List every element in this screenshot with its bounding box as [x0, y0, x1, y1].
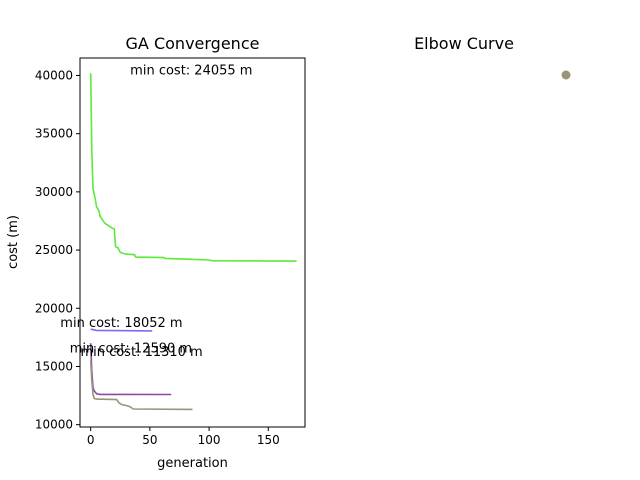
ga-x-axis-label: generation [157, 456, 228, 471]
y-tick-label: 15000 [35, 359, 73, 373]
series-line-2 [90, 328, 153, 332]
series-line-1 [89, 73, 297, 262]
elbow-curve-axes: Elbow Curve [414, 34, 571, 80]
ga-axis-ticks: 0 50 100 150 10000 15000 20000 25000 30000 35000 4… [35, 68, 280, 447]
elbow-plot-area [561, 70, 571, 80]
elbow-point [561, 70, 571, 80]
x-tick-label: 0 [87, 433, 95, 447]
y-tick-label: 10000 [35, 418, 73, 432]
x-tick-label: 100 [198, 433, 221, 447]
y-tick-label: 40000 [35, 68, 73, 82]
y-tick-label: 35000 [35, 127, 73, 141]
elbow-chart-title: Elbow Curve [414, 34, 514, 53]
ga-chart-title: GA Convergence [126, 34, 260, 53]
ga-axes-frame [79, 57, 306, 428]
min-cost-annotation: min cost: 24055 m [130, 63, 252, 78]
min-cost-annotation: min cost: 12590 m [70, 342, 192, 357]
min-cost-annotation: min cost: 18052 m [60, 316, 182, 331]
series-line-4 [89, 360, 193, 411]
y-tick-label: 25000 [35, 243, 73, 257]
x-tick-label: 50 [142, 433, 157, 447]
min-cost-annotation: min cost: 11310 m [80, 345, 202, 360]
ga-y-axis-label: cost (m) [6, 215, 21, 269]
y-tick-label: 20000 [35, 301, 73, 315]
x-tick-label: 150 [257, 433, 280, 447]
y-tick-label: 30000 [35, 185, 73, 199]
ga-plot-area: min cost: 24055 m min cost: 18052 m min co… [60, 63, 297, 411]
